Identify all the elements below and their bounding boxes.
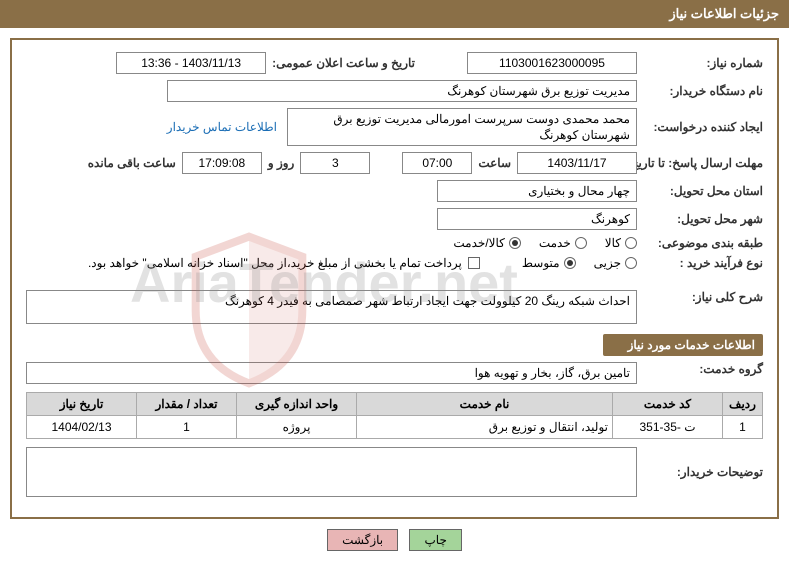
radio-icon	[509, 237, 521, 249]
th-code: کد خدمت	[613, 393, 723, 416]
radio-label-medium: متوسط	[522, 256, 560, 270]
radio-small[interactable]: جزیی	[594, 256, 637, 270]
value-need-number: 1103001623000095	[467, 52, 637, 74]
radio-icon	[625, 257, 637, 269]
th-name: نام خدمت	[357, 393, 613, 416]
button-row: چاپ بازگشت	[10, 529, 779, 551]
row-group: گروه خدمت: تامین برق، گاز، بخار و تهویه …	[26, 362, 763, 384]
content-box: شماره نیاز: 1103001623000095 تاریخ و ساع…	[10, 38, 779, 519]
row-description: شرح کلی نیاز: احداث شبکه رینگ 20 کیلوولت…	[26, 290, 763, 324]
row-need-number: شماره نیاز: 1103001623000095 تاریخ و ساع…	[26, 52, 763, 74]
label-need-number: شماره نیاز:	[643, 56, 763, 70]
label-remaining: ساعت باقی مانده	[88, 156, 176, 170]
value-buyer-org: مدیریت توزیع برق شهرستان کوهرنگ	[167, 80, 637, 102]
label-proc-type: نوع فرآیند خرید :	[643, 256, 763, 270]
main-wrap: شماره نیاز: 1103001623000095 تاریخ و ساع…	[0, 28, 789, 561]
label-payment-note: پرداخت تمام یا بخشی از مبلغ خرید،از محل …	[88, 256, 462, 270]
value-days: 3	[300, 152, 370, 174]
row-city: شهر محل تحویل: کوهرنگ	[26, 208, 763, 230]
radio-label-goods: کالا	[605, 236, 621, 250]
row-requester: ایجاد کننده درخواست: محمد محمدی دوست سرپ…	[26, 108, 763, 146]
label-announce: تاریخ و ساعت اعلان عمومی:	[272, 56, 415, 70]
label-description: شرح کلی نیاز:	[643, 290, 763, 304]
row-deadline: مهلت ارسال پاسخ: تا تاریخ: 1403/11/17 سا…	[26, 152, 763, 174]
value-requester: محمد محمدی دوست سرپرست امورمالی مدیریت ت…	[287, 108, 637, 146]
cell-date: 1404/02/13	[27, 416, 137, 439]
table-row: 1 ت -35-351 تولید، انتقال و توزیع برق پر…	[27, 416, 763, 439]
label-city: شهر محل تحویل:	[643, 212, 763, 226]
label-days-and: روز و	[268, 156, 295, 170]
textarea-buyer-notes[interactable]	[26, 447, 637, 497]
page-header: جزئیات اطلاعات نیاز	[0, 0, 789, 28]
radio-icon	[575, 237, 587, 249]
radio-both[interactable]: کالا/خدمت	[453, 236, 520, 250]
th-date: تاریخ نیاز	[27, 393, 137, 416]
radio-label-small: جزیی	[594, 256, 621, 270]
radio-group-proc: جزیی متوسط	[522, 256, 637, 270]
radio-service[interactable]: خدمت	[539, 236, 587, 250]
checkbox-treasury[interactable]	[468, 257, 480, 269]
value-group: تامین برق، گاز، بخار و تهویه هوا	[26, 362, 637, 384]
th-qty: تعداد / مقدار	[137, 393, 237, 416]
row-buyer-org: نام دستگاه خریدار: مدیریت توزیع برق شهرس…	[26, 80, 763, 102]
back-button[interactable]: بازگشت	[327, 529, 398, 551]
radio-icon	[564, 257, 576, 269]
value-announce: 1403/11/13 - 13:36	[116, 52, 266, 74]
cell-row: 1	[723, 416, 763, 439]
radio-goods[interactable]: کالا	[605, 236, 637, 250]
row-proc-type: نوع فرآیند خرید : جزیی متوسط پرداخت تمام…	[26, 256, 763, 270]
page-title: جزئیات اطلاعات نیاز	[669, 6, 779, 21]
label-category: طبقه بندی موضوعی:	[643, 236, 763, 250]
cell-qty: 1	[137, 416, 237, 439]
cell-unit: پروژه	[237, 416, 357, 439]
label-group: گروه خدمت:	[643, 362, 763, 376]
print-button[interactable]: چاپ	[409, 529, 461, 551]
th-unit: واحد اندازه گیری	[237, 393, 357, 416]
radio-label-both: کالا/خدمت	[453, 236, 504, 250]
radio-label-service: خدمت	[539, 236, 571, 250]
label-province: استان محل تحویل:	[643, 184, 763, 198]
value-description: احداث شبکه رینگ 20 کیلوولت جهت ایجاد ارت…	[26, 290, 637, 324]
label-requester: ایجاد کننده درخواست:	[643, 120, 763, 134]
cell-name: تولید، انتقال و توزیع برق	[357, 416, 613, 439]
cell-code: ت -35-351	[613, 416, 723, 439]
row-buyer-notes: توضیحات خریدار:	[26, 447, 763, 497]
radio-group-category: کالا خدمت کالا/خدمت	[453, 236, 637, 250]
label-deadline: مهلت ارسال پاسخ: تا تاریخ:	[643, 156, 763, 170]
label-buyer-notes: توضیحات خریدار:	[643, 465, 763, 479]
services-table: ردیف کد خدمت نام خدمت واحد اندازه گیری ت…	[26, 392, 763, 439]
label-hour: ساعت	[478, 156, 511, 170]
value-deadline-hour: 07:00	[402, 152, 472, 174]
th-row: ردیف	[723, 393, 763, 416]
link-contact-buyer[interactable]: اطلاعات تماس خریدار	[167, 120, 277, 134]
radio-medium[interactable]: متوسط	[522, 256, 576, 270]
label-buyer-org: نام دستگاه خریدار:	[643, 84, 763, 98]
row-province: استان محل تحویل: چهار محال و بختیاری	[26, 180, 763, 202]
table-header-row: ردیف کد خدمت نام خدمت واحد اندازه گیری ت…	[27, 393, 763, 416]
row-category: طبقه بندی موضوعی: کالا خدمت کالا/خدمت	[26, 236, 763, 250]
value-city: کوهرنگ	[437, 208, 637, 230]
sub-header-services: اطلاعات خدمات مورد نیاز	[603, 334, 763, 356]
radio-icon	[625, 237, 637, 249]
value-deadline-date: 1403/11/17	[517, 152, 637, 174]
value-province: چهار محال و بختیاری	[437, 180, 637, 202]
value-time-remaining: 17:09:08	[182, 152, 262, 174]
